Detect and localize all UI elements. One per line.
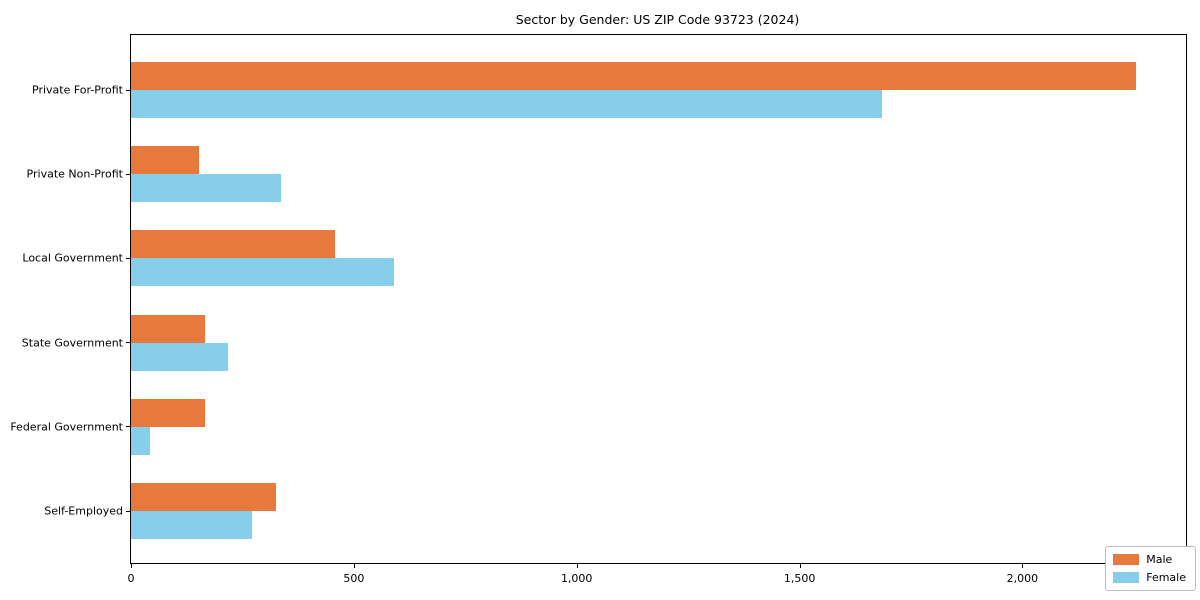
bar-male-0 — [131, 62, 1136, 90]
legend: Male Female — [1105, 546, 1196, 591]
legend-swatch-male — [1113, 554, 1140, 565]
bar-female-3 — [131, 342, 229, 371]
plot-area: Private For-Profit Private Non-Profit Loca… — [10, 34, 1187, 585]
legend-label: Female — [1146, 571, 1186, 584]
bar-female-1 — [131, 174, 282, 203]
bar-female-5 — [131, 511, 253, 539]
x-axis-tick-label: 500 — [343, 572, 365, 585]
y-axis-tick — [126, 342, 130, 344]
y-axis-category-label: Local Government — [22, 251, 123, 265]
y-axis-tick — [126, 89, 130, 91]
bar-female-4 — [131, 426, 151, 455]
y-axis-tick — [126, 510, 130, 512]
x-axis-tick-label: 1,000 — [560, 572, 593, 585]
y-axis-category-label: Federal Government — [10, 420, 123, 434]
x-axis-tick-label: 0 — [127, 572, 135, 585]
bar-male-4 — [131, 398, 205, 427]
y-axis-category-label: State Government — [21, 336, 123, 350]
y-axis-category-label: Private Non-Profit — [26, 167, 123, 181]
y-axis-tick — [126, 257, 130, 259]
bar-male-2 — [131, 230, 336, 259]
x-axis-tick — [799, 564, 801, 568]
legend-item-male: Male — [1113, 553, 1186, 566]
chart-title: Sector by Gender: US ZIP Code 93723 (202… — [515, 12, 800, 27]
bar-female-2 — [131, 258, 394, 287]
y-axis-category-label: Private For-Profit — [32, 83, 123, 97]
legend-swatch-female — [1113, 572, 1140, 583]
bar-male-5 — [131, 483, 276, 511]
y-axis-category-label: Self-Employed — [44, 504, 123, 518]
bar-male-3 — [131, 314, 205, 343]
x-axis-tick — [1022, 564, 1024, 568]
y-axis-tick — [126, 173, 130, 175]
x-axis-tick-label: 1,500 — [783, 572, 816, 585]
legend-label: Male — [1146, 553, 1173, 566]
bar-male-1 — [131, 146, 199, 175]
y-axis-tick — [126, 426, 130, 428]
x-axis-tick — [576, 564, 578, 568]
x-axis-tick — [353, 564, 355, 568]
x-axis-tick — [131, 564, 132, 568]
legend-item-female: Female — [1113, 571, 1186, 584]
bar-female-0 — [131, 90, 882, 118]
x-axis-tick-label: 2,000 — [1006, 572, 1039, 585]
